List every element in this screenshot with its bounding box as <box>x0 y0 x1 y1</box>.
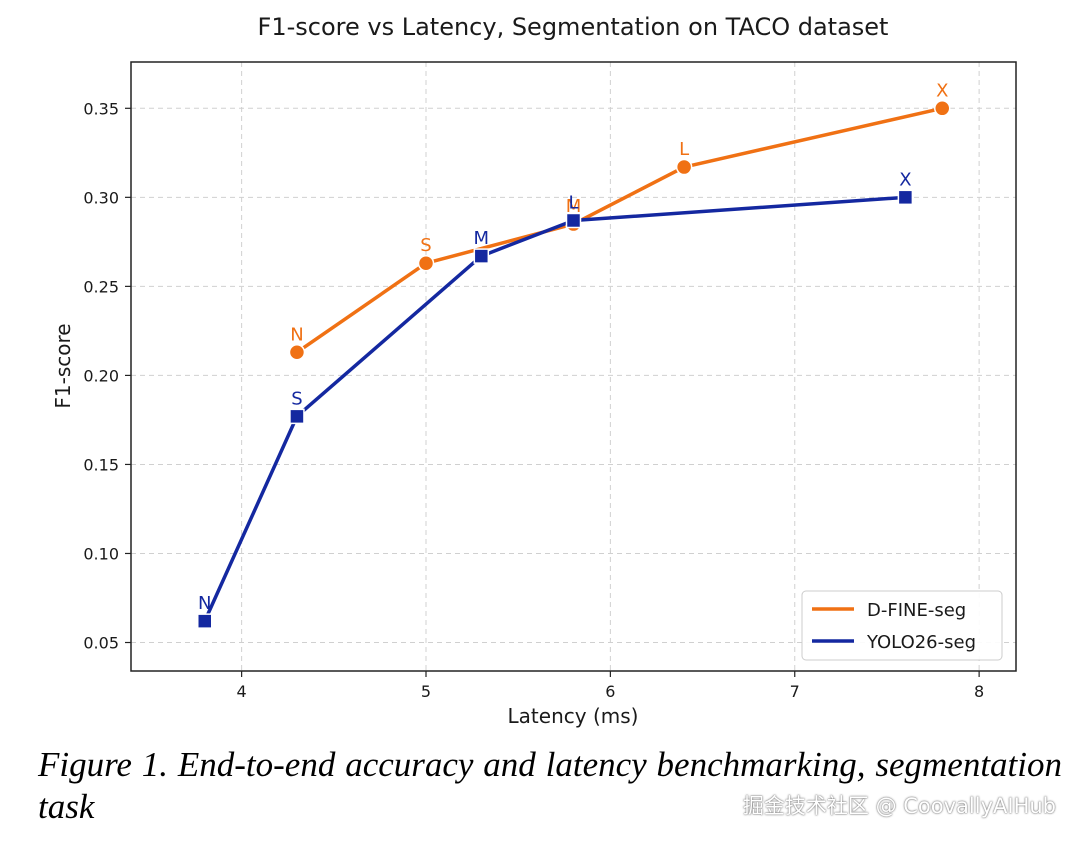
legend: D-FINE-seg YOLO26-seg <box>801 590 1003 661</box>
data-label-d-fine-seg: M <box>566 196 582 217</box>
series-line-yolo26-seg <box>203 195 908 623</box>
data-label-yolo26-seg: M <box>474 228 490 249</box>
data-label-d-fine-seg: L <box>679 139 689 160</box>
data-point-yolo26-seg <box>473 248 490 264</box>
y-tick-label: 0.05 <box>83 634 119 653</box>
series-line-d-fine-seg <box>295 106 944 355</box>
x-axis-label: Latency (ms) <box>508 704 639 728</box>
x-axis-ticks: 4 5 6 7 8 <box>237 671 984 701</box>
data-label-d-fine-seg: S <box>420 235 431 256</box>
data-point-yolo26-seg <box>289 408 305 425</box>
y-axis-ticks: 0.05 0.10 0.15 0.20 0.25 0.30 0.35 <box>83 99 131 653</box>
y-axis-label: F1-score <box>51 323 75 408</box>
y-tick-label: 0.15 <box>83 455 119 474</box>
data-label-yolo26-seg: X <box>899 169 911 190</box>
data-label-yolo26-seg: S <box>291 388 302 409</box>
data-label-d-fine-seg: X <box>936 80 948 101</box>
data-point-d-fine-seg <box>675 158 693 176</box>
data-label-yolo26-seg: N <box>198 593 211 614</box>
x-tick-label: 4 <box>237 682 247 701</box>
x-tick-label: 5 <box>421 682 431 701</box>
y-tick-label: 0.10 <box>83 544 119 563</box>
chart: F1-score vs Latency, Segmentation on TAC… <box>51 13 1017 728</box>
legend-label-yolo26-seg: YOLO26-seg <box>866 632 976 653</box>
data-label-d-fine-seg: N <box>290 324 303 345</box>
figure-caption: Figure 1. End-to-end accuracy and latenc… <box>38 745 1062 826</box>
x-tick-label: 6 <box>605 682 615 701</box>
data-point-d-fine-seg <box>934 100 951 117</box>
data-point-d-fine-seg <box>288 344 306 361</box>
data-point-yolo26-seg <box>197 613 213 629</box>
data-point-yolo26-seg <box>897 189 914 206</box>
chart-title: F1-score vs Latency, Segmentation on TAC… <box>258 13 889 41</box>
data-point-d-fine-seg <box>417 254 435 272</box>
y-tick-label: 0.30 <box>83 188 119 207</box>
y-tick-label: 0.35 <box>83 99 119 118</box>
data-label-yolo26-seg: L <box>568 192 578 213</box>
grid <box>131 62 1016 671</box>
y-tick-label: 0.20 <box>83 366 119 385</box>
x-tick-label: 7 <box>790 682 800 701</box>
plot-frame <box>130 61 1017 672</box>
watermark: 掘金技术社区 @ CoovallyAIHub <box>742 794 1056 818</box>
x-tick-label: 8 <box>974 682 984 701</box>
y-tick-label: 0.25 <box>83 277 119 296</box>
legend-label-d-fine-seg: D-FINE-seg <box>867 600 966 621</box>
data-point-yolo26-seg <box>565 212 582 229</box>
